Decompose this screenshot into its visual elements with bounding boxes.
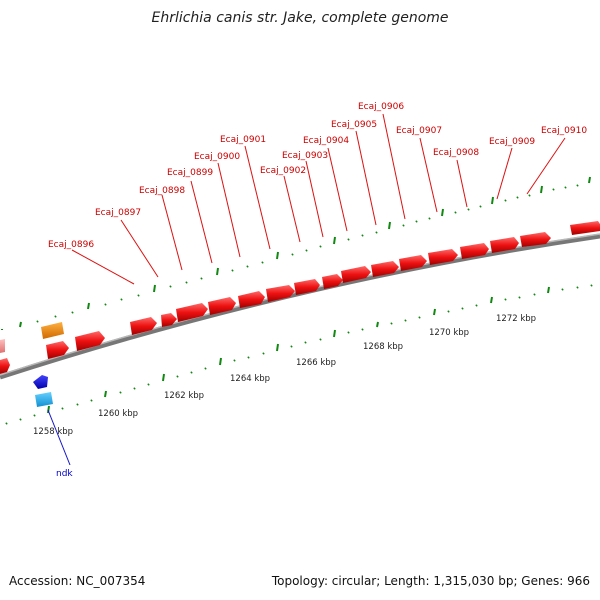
gene-arrow[interactable] — [520, 232, 551, 247]
gene-label[interactable]: Ecaj_0898 — [139, 186, 185, 196]
gene-arrow[interactable] — [75, 331, 105, 351]
gene-arrow[interactable] — [570, 221, 600, 235]
gene-label[interactable]: Ecaj_0907 — [396, 126, 442, 136]
gene-label-ndk[interactable]: ndk — [56, 469, 73, 479]
scale-label: 1260 kbp — [98, 409, 138, 419]
gene-arrow[interactable] — [322, 274, 343, 289]
scale-label: 1262 kbp — [164, 391, 204, 401]
label-leaders — [71, 113, 566, 285]
gene-label[interactable]: Ecaj_0904 — [303, 136, 349, 146]
gene-label[interactable]: Ecaj_0905 — [331, 120, 377, 130]
gene-label[interactable]: Ecaj_0903 — [282, 151, 328, 161]
ndk-leader — [47, 409, 71, 466]
gene-arrow[interactable] — [460, 243, 489, 259]
gene-arrow[interactable] — [399, 255, 427, 271]
gene-label[interactable]: Ecaj_0896 — [48, 240, 94, 250]
scale-label: 1270 kbp — [429, 328, 469, 338]
genome-backbone — [0, 233, 600, 380]
gene-arrow[interactable] — [161, 313, 177, 327]
outer-tick-track — [1, 176, 591, 330]
genome-title: Ehrlichia canis str. Jake, complete geno… — [151, 10, 449, 26]
gene-arrow[interactable] — [238, 291, 265, 308]
gene-label[interactable]: Ecaj_0901 — [220, 135, 266, 145]
accession-text: Accession: NC_007354 — [9, 574, 146, 588]
gene-arrow[interactable] — [294, 279, 320, 295]
scale-label: 1258 kbp — [33, 427, 73, 437]
gene-arrow[interactable] — [266, 285, 295, 302]
gene-box-cyan[interactable] — [35, 392, 53, 407]
gene-label[interactable]: Ecaj_0909 — [489, 137, 535, 147]
gene-arrow[interactable] — [176, 303, 208, 322]
gene-label[interactable]: Ecaj_0910 — [541, 126, 587, 136]
gene-label[interactable]: Ecaj_0908 — [433, 148, 479, 158]
gene-arrow[interactable] — [46, 341, 69, 359]
gene-arrow[interactable] — [490, 237, 519, 253]
gene-track-forward — [0, 221, 600, 374]
scale-label: 1266 kbp — [296, 358, 336, 368]
gene-label[interactable]: Ecaj_0900 — [194, 152, 240, 162]
gene-arrow[interactable] — [428, 249, 458, 265]
gene-arrow[interactable] — [0, 339, 5, 353]
scale-label: 1268 kbp — [363, 342, 403, 352]
genome-summary-text: Topology: circular; Length: 1,315,030 bp… — [271, 574, 590, 588]
inner-tick-track — [5, 284, 593, 425]
gene-label[interactable]: Ecaj_0897 — [95, 208, 141, 218]
gene-arrow[interactable] — [130, 317, 157, 335]
gene-label[interactable]: Ecaj_0899 — [167, 168, 213, 178]
scale-label: 1264 kbp — [230, 374, 270, 384]
gene-arrow[interactable] — [0, 358, 10, 374]
gene-arrow-blue[interactable] — [33, 375, 48, 389]
scale-label: 1272 kbp — [496, 314, 536, 324]
gene-arrow[interactable] — [371, 261, 399, 277]
gene-arrow[interactable] — [341, 266, 371, 283]
gene-label[interactable]: Ecaj_0902 — [260, 166, 306, 176]
gene-box-orange[interactable] — [41, 322, 64, 339]
gene-arrow[interactable] — [208, 297, 236, 315]
gene-label[interactable]: Ecaj_0906 — [358, 102, 404, 112]
